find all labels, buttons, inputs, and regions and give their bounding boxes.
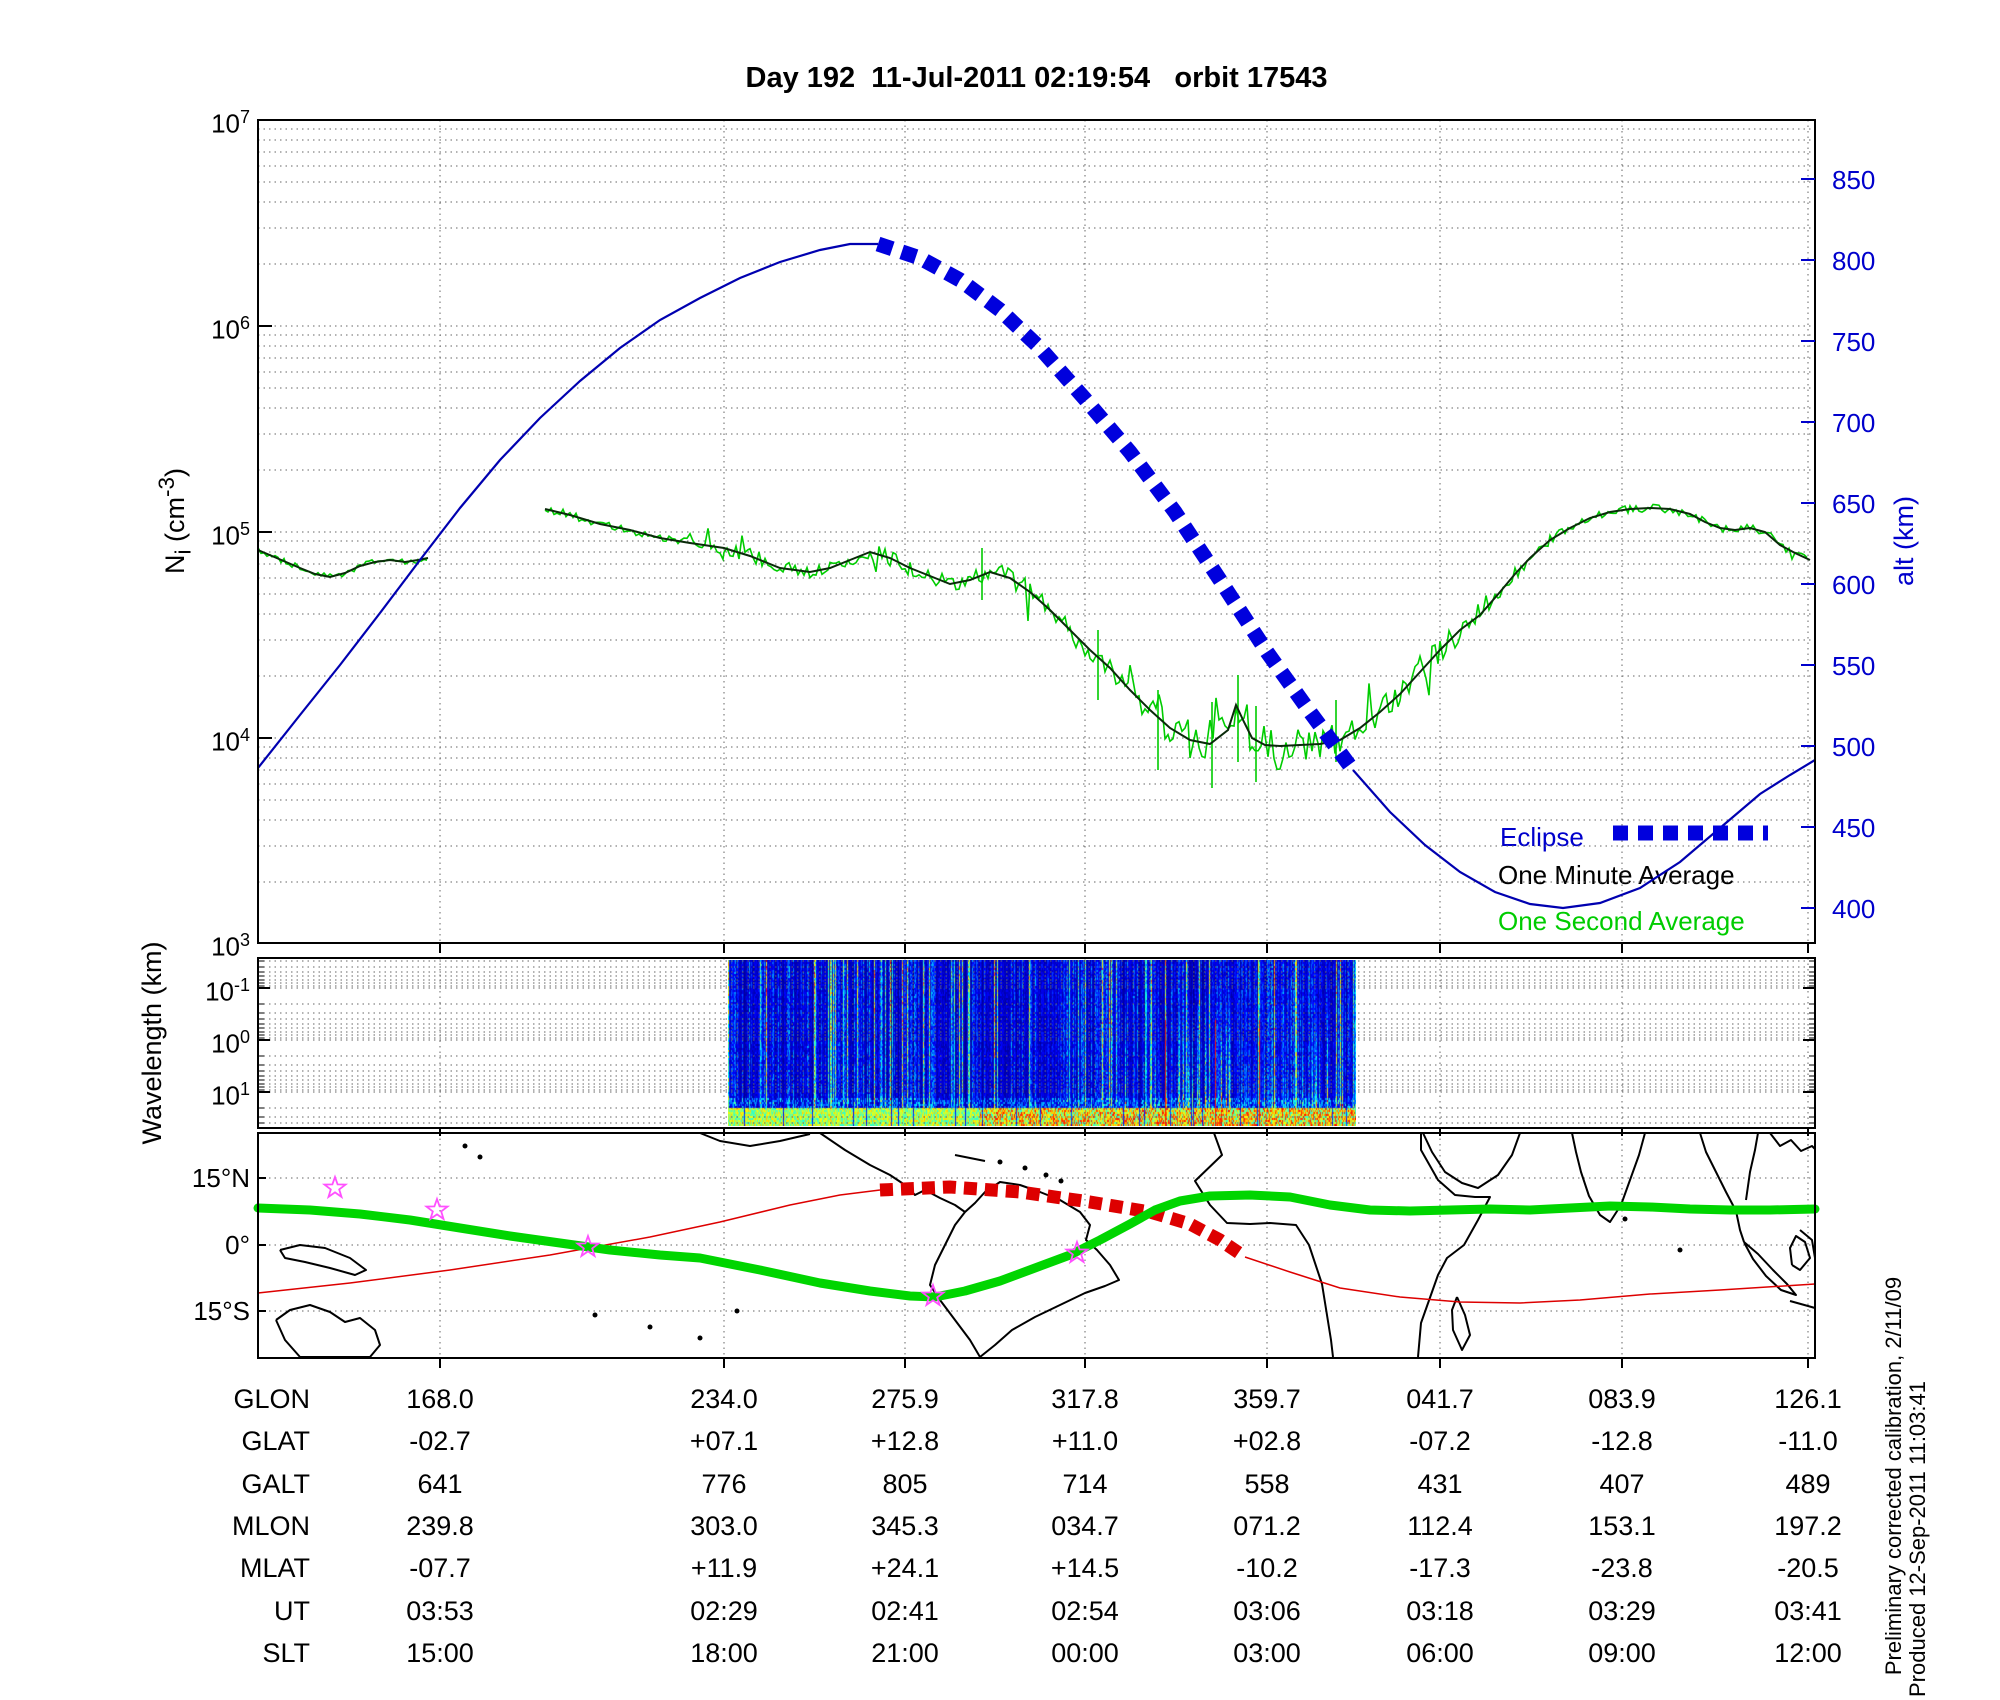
table-cell: 275.9 [871, 1384, 939, 1414]
density-tick-label: 106 [211, 313, 250, 345]
table-cell: 03:18 [1406, 1596, 1474, 1626]
table-cell: -17.3 [1409, 1553, 1471, 1583]
altitude-tick-label: 450 [1832, 813, 1876, 843]
table-cell: -20.5 [1777, 1553, 1839, 1583]
table-cell: 12:00 [1774, 1638, 1842, 1668]
table-cell: 03:53 [406, 1596, 474, 1626]
table-cell: 197.2 [1774, 1511, 1842, 1541]
table-cell: 112.4 [1407, 1511, 1473, 1541]
table-cell: 489 [1785, 1469, 1831, 1499]
table-cell: +02.8 [1232, 1426, 1302, 1456]
table-cell: 041.7 [1406, 1384, 1474, 1414]
altitude-tick-label: 750 [1832, 327, 1876, 357]
table-cell: 15:00 [406, 1638, 474, 1668]
table-cell: 02:29 [690, 1596, 758, 1626]
wavelength-tick-label: 100 [211, 1027, 250, 1059]
altitude-tick-label: 600 [1832, 570, 1876, 600]
table-cell: 034.7 [1051, 1511, 1119, 1541]
legend-eclipse-label: Eclipse [1500, 822, 1584, 852]
table-cell: 234.0 [690, 1384, 758, 1414]
wavelength-spectrogram-canvas [728, 960, 1356, 1126]
table-cell: 126.1 [1774, 1384, 1842, 1414]
table-cell: 083.9 [1588, 1384, 1656, 1414]
table-cell: +12.8 [870, 1426, 940, 1456]
table-cell: 345.3 [871, 1511, 939, 1541]
legend-one-minute-label: One Minute Average [1498, 860, 1735, 890]
table-cell: -11.0 [1778, 1426, 1838, 1456]
table-cell: 18:00 [690, 1638, 758, 1668]
table-cell: -07.7 [409, 1553, 471, 1583]
ground-station-star-icon [423, 1196, 451, 1222]
altitude-tick-label: 800 [1832, 246, 1876, 276]
density-tick-label: 107 [211, 107, 250, 139]
ground-station-star-icon [321, 1174, 349, 1200]
map-latitude-label: 15°S [193, 1296, 250, 1326]
altitude-tick-label: 500 [1832, 732, 1876, 762]
table-cell: 153.1 [1588, 1511, 1656, 1541]
table-cell: -07.2 [1409, 1426, 1471, 1456]
table-cell: 03:29 [1588, 1596, 1656, 1626]
density-tick-label: 103 [211, 930, 250, 962]
table-row-label: SLT [262, 1638, 310, 1668]
table-row-label: GLON [233, 1384, 310, 1414]
table-cell: 03:41 [1774, 1596, 1842, 1626]
altitude-tick-label: 650 [1832, 489, 1876, 519]
density-tick-label: 105 [211, 519, 250, 551]
plot-title: Day 192 11-Jul-2011 02:19:54 orbit 17543 [745, 62, 1328, 94]
table-cell: 239.8 [406, 1511, 474, 1541]
table-cell: +07.1 [689, 1426, 759, 1456]
legend-one-second-label: One Second Average [1498, 906, 1745, 936]
table-cell: 714 [1062, 1469, 1108, 1499]
table-cell: 303.0 [690, 1511, 758, 1541]
table-cell: 00:00 [1051, 1638, 1119, 1668]
map-latitude-label: 0° [225, 1230, 250, 1260]
altitude-tick-label: 550 [1832, 651, 1876, 681]
altitude-tick-label: 700 [1832, 408, 1876, 438]
wavelength-tick-label: 10-1 [205, 975, 250, 1007]
table-row-label: MLON [231, 1511, 310, 1541]
table-cell: 03:06 [1233, 1596, 1301, 1626]
table-cell: 641 [417, 1469, 463, 1499]
table-cell: 431 [1417, 1469, 1463, 1499]
table-cell: 03:00 [1233, 1638, 1301, 1668]
table-cell: 407 [1599, 1469, 1645, 1499]
table-cell: 02:54 [1051, 1596, 1119, 1626]
table-cell: 02:41 [871, 1596, 939, 1626]
table-cell: 06:00 [1406, 1638, 1474, 1668]
table-cell: -02.7 [409, 1426, 471, 1456]
table-cell: 071.2 [1233, 1511, 1301, 1541]
table-cell: 09:00 [1588, 1638, 1656, 1668]
table-cell: 359.7 [1233, 1384, 1301, 1414]
altitude-tick-label: 400 [1832, 894, 1876, 924]
ground-station-star-icon [574, 1233, 602, 1259]
map-latitude-label: 15°N [191, 1163, 250, 1193]
table-cell: 21:00 [871, 1638, 939, 1668]
table-cell: 558 [1244, 1469, 1290, 1499]
wavelength-tick-label: 101 [211, 1079, 250, 1111]
table-cell: 776 [701, 1469, 747, 1499]
table-cell: -23.8 [1591, 1553, 1653, 1583]
table-cell: 168.0 [406, 1384, 474, 1414]
density-tick-label: 104 [211, 725, 250, 757]
table-row-label: MLAT [239, 1553, 310, 1583]
table-cell: -10.2 [1236, 1553, 1298, 1583]
table-cell: +11.9 [690, 1553, 758, 1583]
table-cell: -12.8 [1591, 1426, 1653, 1456]
table-cell: +14.5 [1050, 1553, 1120, 1583]
table-cell: 805 [882, 1469, 928, 1499]
table-cell: +24.1 [870, 1553, 940, 1583]
ground-station-star-icon [919, 1282, 947, 1308]
table-row-label: UT [274, 1596, 310, 1626]
ground-station-star-icon [1063, 1239, 1091, 1265]
table-row-label: GALT [241, 1469, 310, 1499]
table-cell: +11.0 [1051, 1426, 1119, 1456]
table-cell: 317.8 [1051, 1384, 1119, 1414]
table-row-label: GLAT [241, 1426, 310, 1456]
altitude-tick-label: 850 [1832, 165, 1876, 195]
